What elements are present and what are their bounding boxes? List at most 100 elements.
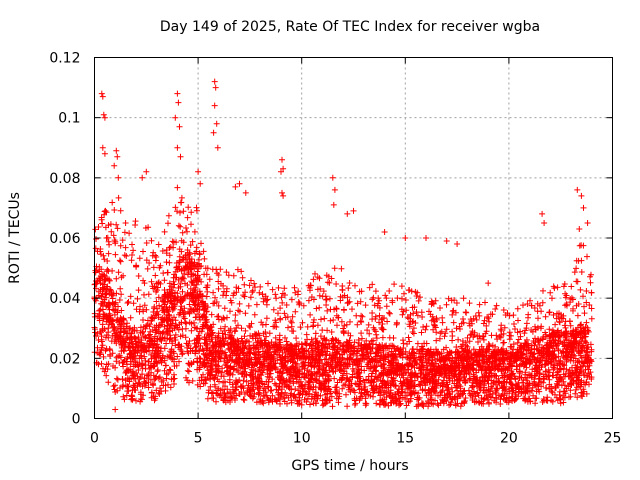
data-point <box>413 293 420 299</box>
data-point <box>247 350 254 357</box>
data-point <box>95 361 102 368</box>
data-point <box>301 365 308 372</box>
data-point <box>445 295 452 302</box>
data-point <box>308 362 315 369</box>
data-point <box>421 340 428 347</box>
data-point <box>459 338 466 344</box>
data-point <box>125 367 132 374</box>
data-point <box>225 327 232 334</box>
data-point <box>304 367 311 374</box>
data-point <box>578 242 585 249</box>
data-point <box>543 373 550 380</box>
data-point <box>445 354 452 361</box>
data-point <box>176 358 182 365</box>
data-point <box>331 265 338 272</box>
data-point <box>371 363 378 370</box>
data-point <box>140 346 147 353</box>
data-point <box>489 342 496 349</box>
data-point <box>323 378 330 385</box>
data-point <box>482 360 488 367</box>
data-point <box>562 294 569 301</box>
data-point <box>512 326 518 332</box>
data-point <box>511 321 517 327</box>
data-point <box>98 214 105 221</box>
data-point <box>136 255 143 262</box>
data-point <box>586 381 592 388</box>
data-point <box>373 400 380 407</box>
data-point <box>523 351 530 357</box>
data-point <box>227 366 234 373</box>
data-point <box>340 346 347 353</box>
data-point <box>433 337 440 344</box>
data-point <box>161 367 168 374</box>
data-point <box>185 342 192 349</box>
data-point <box>387 390 394 397</box>
data-point <box>380 367 387 374</box>
data-point <box>115 194 122 201</box>
data-point <box>161 323 168 330</box>
data-point <box>241 391 248 397</box>
data-point <box>135 273 142 279</box>
data-point <box>152 312 159 319</box>
data-point <box>403 354 410 360</box>
data-point <box>550 312 557 318</box>
data-point <box>193 204 200 211</box>
data-point <box>226 371 233 378</box>
data-point <box>108 338 115 345</box>
data-point <box>354 374 361 381</box>
data-point <box>333 395 340 402</box>
data-point <box>296 398 303 405</box>
data-point <box>419 386 426 393</box>
data-point <box>439 319 446 326</box>
data-point <box>240 377 247 384</box>
data-point <box>177 283 184 290</box>
data-point <box>516 368 523 375</box>
data-point <box>584 344 591 351</box>
data-point <box>208 390 215 397</box>
data-point <box>580 386 587 393</box>
data-point <box>576 383 582 390</box>
data-point <box>408 350 415 357</box>
data-point <box>540 287 546 294</box>
data-point <box>170 239 177 246</box>
data-point <box>514 305 521 312</box>
data-point <box>428 392 435 399</box>
data-point <box>115 269 122 276</box>
data-point <box>154 367 161 373</box>
data-point <box>537 370 543 377</box>
data-point <box>92 269 99 276</box>
data-point <box>373 331 380 338</box>
data-point <box>415 381 422 388</box>
data-point <box>155 322 162 329</box>
data-point <box>379 334 386 341</box>
data-point <box>102 207 109 214</box>
data-point <box>575 257 582 264</box>
data-point <box>536 302 543 309</box>
data-point <box>148 237 155 244</box>
data-point <box>233 284 240 291</box>
data-point <box>442 370 449 377</box>
data-point <box>118 291 125 298</box>
data-point <box>297 324 304 331</box>
data-point <box>106 346 113 352</box>
data-point <box>475 339 481 345</box>
data-point <box>125 343 132 350</box>
data-point <box>326 295 333 302</box>
data-point <box>489 385 496 392</box>
data-point <box>114 334 121 341</box>
data-point <box>338 265 345 272</box>
data-point <box>285 324 291 331</box>
data-point <box>564 349 571 356</box>
data-point <box>275 284 282 291</box>
data-point <box>369 356 376 363</box>
data-point <box>153 298 160 305</box>
data-point <box>223 285 230 292</box>
data-point <box>356 358 363 365</box>
data-point <box>364 389 371 395</box>
data-point <box>128 257 135 264</box>
data-point <box>571 371 578 378</box>
data-point <box>552 321 559 328</box>
data-point <box>458 343 464 350</box>
data-point <box>277 316 284 323</box>
data-point <box>394 295 401 302</box>
